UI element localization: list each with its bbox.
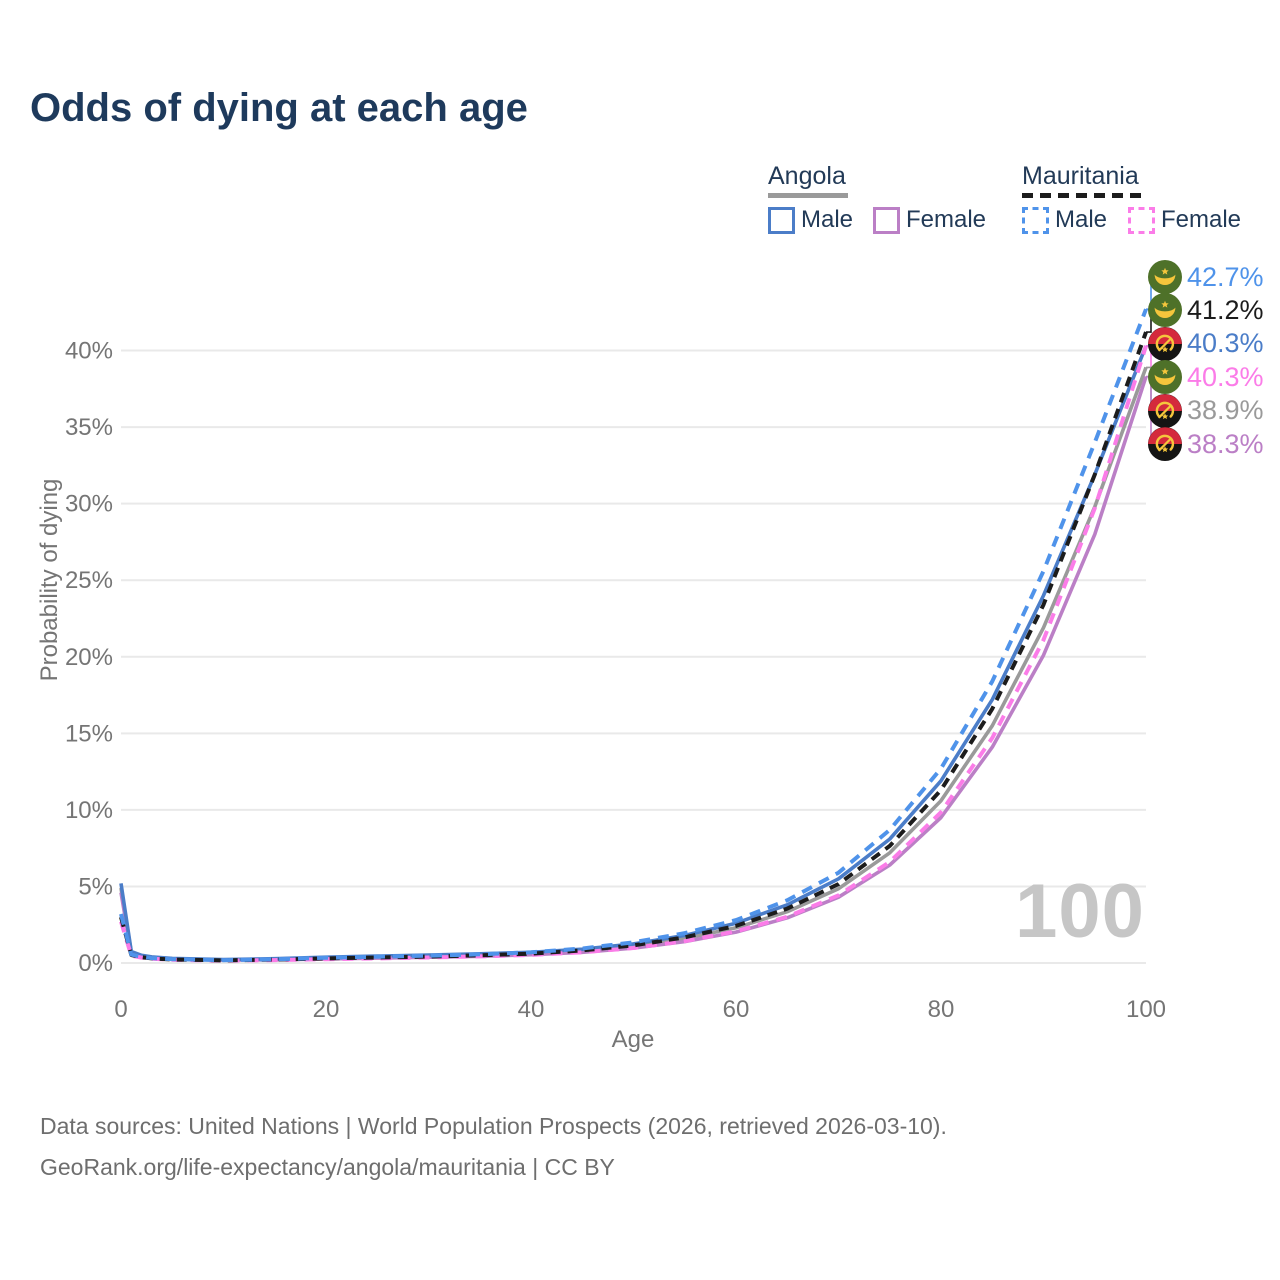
- watermark-age-100: 100: [1015, 869, 1145, 954]
- y-tick-5%: 5%: [78, 873, 113, 900]
- y-tick-10%: 10%: [65, 797, 113, 824]
- y-tick-25%: 25%: [65, 567, 113, 594]
- legend-label-angola-male[interactable]: Male: [801, 206, 854, 233]
- legend-label-mauritania-female[interactable]: Female: [1161, 206, 1242, 233]
- end-label-mauritania-male: 42.7%: [1148, 260, 1264, 294]
- page-title: Odds of dying at each age: [30, 86, 528, 130]
- x-tick-0: 0: [114, 996, 127, 1023]
- y-tick-0%: 0%: [78, 950, 113, 977]
- end-label-value: 41.2%: [1187, 294, 1264, 325]
- y-tick-30%: 30%: [65, 491, 113, 518]
- data-source-note: Data sources: United Nations | World Pop…: [40, 1106, 947, 1188]
- end-label-value: 42.7%: [1187, 261, 1264, 292]
- x-tick-100: 100: [1126, 996, 1166, 1023]
- end-label-mauritania-female: 40.3%: [1148, 360, 1264, 395]
- series-line-mauritania_female: [119, 345, 1148, 963]
- legend-label-mauritania-male[interactable]: Male: [1055, 206, 1108, 233]
- end-label-angola-total: 38.9%: [1148, 393, 1264, 428]
- angola-flag-icon: [1148, 427, 1182, 461]
- end-label-value: 40.3%: [1187, 361, 1264, 392]
- y-tick-15%: 15%: [65, 720, 113, 747]
- end-label-value: 38.3%: [1187, 428, 1264, 459]
- series-line-mauritania_male: [119, 308, 1148, 963]
- end-label-value: 40.3%: [1187, 328, 1264, 359]
- series-line-angola_total: [119, 366, 1148, 962]
- end-label-mauritania-total: 41.2%: [1148, 293, 1264, 328]
- legend-swatch-mauritania-male[interactable]: [1022, 207, 1049, 234]
- series-line-angola_male: [119, 345, 1148, 962]
- legend-swatch-angola-female[interactable]: [873, 207, 900, 234]
- angola-flag-icon: [1148, 393, 1182, 428]
- end-label-value: 38.9%: [1187, 395, 1264, 426]
- x-tick-20: 20: [313, 996, 340, 1023]
- y-tick-20%: 20%: [65, 644, 113, 671]
- x-axis-title: Age: [611, 1026, 655, 1053]
- legend-swatch-angola-male[interactable]: [768, 207, 795, 234]
- footer-line-2: GeoRank.org/life-expectancy/angola/mauri…: [40, 1154, 615, 1180]
- end-label-angola-female: 38.3%: [1148, 427, 1264, 461]
- x-tick-40: 40: [518, 996, 545, 1023]
- x-tick-60: 60: [723, 996, 750, 1023]
- y-tick-35%: 35%: [65, 414, 113, 441]
- angola-solid-line-sample: [768, 193, 848, 198]
- mauritania-flag-icon: [1148, 293, 1182, 328]
- mauritania-flag-icon: [1148, 360, 1182, 395]
- footer-line-1: Data sources: United Nations | World Pop…: [40, 1113, 947, 1139]
- legend-group-mauritania-header: Mauritania: [1022, 162, 1139, 190]
- legend-label-angola-female[interactable]: Female: [906, 206, 987, 233]
- x-tick-80: 80: [928, 996, 955, 1023]
- end-label-angola-male: 40.3%: [1148, 326, 1264, 361]
- angola-flag-icon: [1148, 326, 1182, 361]
- mauritania-flag-icon: [1148, 260, 1182, 294]
- series-line-angola_female: [119, 376, 1148, 963]
- y-tick-40%: 40%: [65, 338, 113, 365]
- legend-group-angola-header: Angola: [768, 162, 846, 190]
- legend-swatch-mauritania-female[interactable]: [1128, 207, 1155, 234]
- y-axis-title: Probability of dying: [36, 478, 63, 682]
- mauritania-dashed-line-sample: [1022, 193, 1148, 198]
